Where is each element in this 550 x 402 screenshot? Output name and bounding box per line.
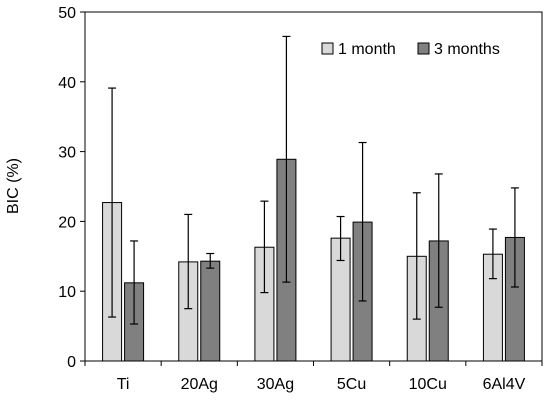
legend-swatch [321, 42, 334, 55]
x-tick-label: 30Ag [257, 376, 294, 393]
y-tick-label: 40 [58, 75, 76, 92]
x-tick-label: 20Ag [181, 376, 218, 393]
y-tick-label: 10 [58, 284, 76, 301]
plot-area: 0 10 20 30 40 50 Ti 20Ag 30Ag 5Cu 10Cu 6Al4V [58, 5, 543, 393]
y-tick-label: 20 [58, 214, 76, 231]
y-tick-label: 50 [58, 5, 76, 22]
x-tick-label: 6Al4V [483, 376, 526, 393]
x-tick-label: 5Cu [337, 376, 366, 393]
y-axis-label: BIC (%) [5, 158, 22, 214]
legend-label: 3 months [434, 41, 500, 58]
legend-label: 1 month [338, 41, 396, 58]
legend-swatch [417, 42, 430, 55]
plot-frame [84, 11, 543, 362]
bar-series2 [200, 260, 221, 362]
x-tick-label: Ti [117, 376, 130, 393]
legend: 1 month 3 months [321, 41, 500, 58]
x-tick-label: 10Cu [409, 376, 447, 393]
y-tick-label: 0 [67, 354, 76, 371]
y-tick-label: 30 [58, 145, 76, 162]
